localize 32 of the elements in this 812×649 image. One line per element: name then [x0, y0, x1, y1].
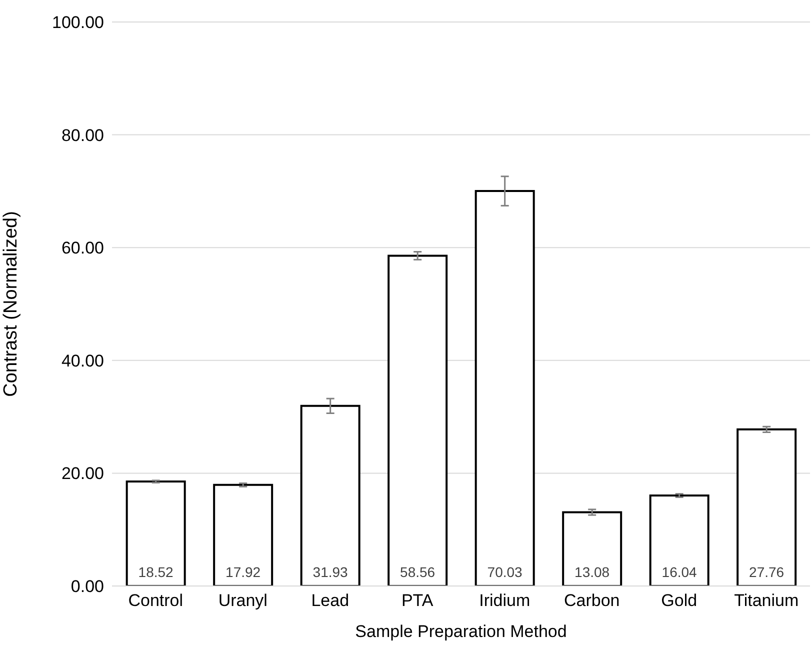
data-label: 27.76 — [749, 564, 784, 580]
data-label: 13.08 — [574, 564, 610, 580]
y-tick-label: 100.00 — [52, 13, 104, 32]
x-tick-label: Uranyl — [218, 591, 268, 610]
x-axis-title: Sample Preparation Method — [355, 622, 567, 641]
y-tick-label: 20.00 — [61, 464, 104, 484]
x-tick-label: Gold — [661, 591, 698, 610]
data-label: 70.03 — [487, 564, 523, 580]
y-axis-title: Contrast (Normalized) — [0, 211, 22, 397]
y-tick-label: 80.00 — [61, 126, 104, 145]
bar — [126, 480, 186, 586]
data-label: 17.92 — [226, 564, 261, 580]
data-label: 31.93 — [312, 564, 348, 580]
bar — [736, 428, 797, 586]
bar — [474, 190, 535, 586]
x-tick-label: Iridium — [479, 591, 530, 610]
data-label: 58.56 — [400, 564, 436, 580]
bar — [562, 511, 622, 586]
bar — [300, 404, 360, 586]
y-tick-label: 60.00 — [61, 238, 104, 258]
y-tick-label: 0.00 — [70, 577, 104, 596]
x-tick-label: PTA — [401, 591, 434, 610]
x-tick-label: Control — [128, 591, 184, 610]
x-tick-label: Lead — [311, 591, 350, 610]
data-label: 18.52 — [138, 564, 174, 580]
bar — [649, 494, 710, 586]
x-tick-label: Titanium — [734, 591, 799, 610]
bar — [388, 254, 448, 586]
data-label: 16.04 — [662, 564, 698, 580]
bar — [213, 484, 274, 586]
x-tick-label: Carbon — [564, 591, 620, 610]
y-tick-label: 40.00 — [61, 351, 104, 370]
